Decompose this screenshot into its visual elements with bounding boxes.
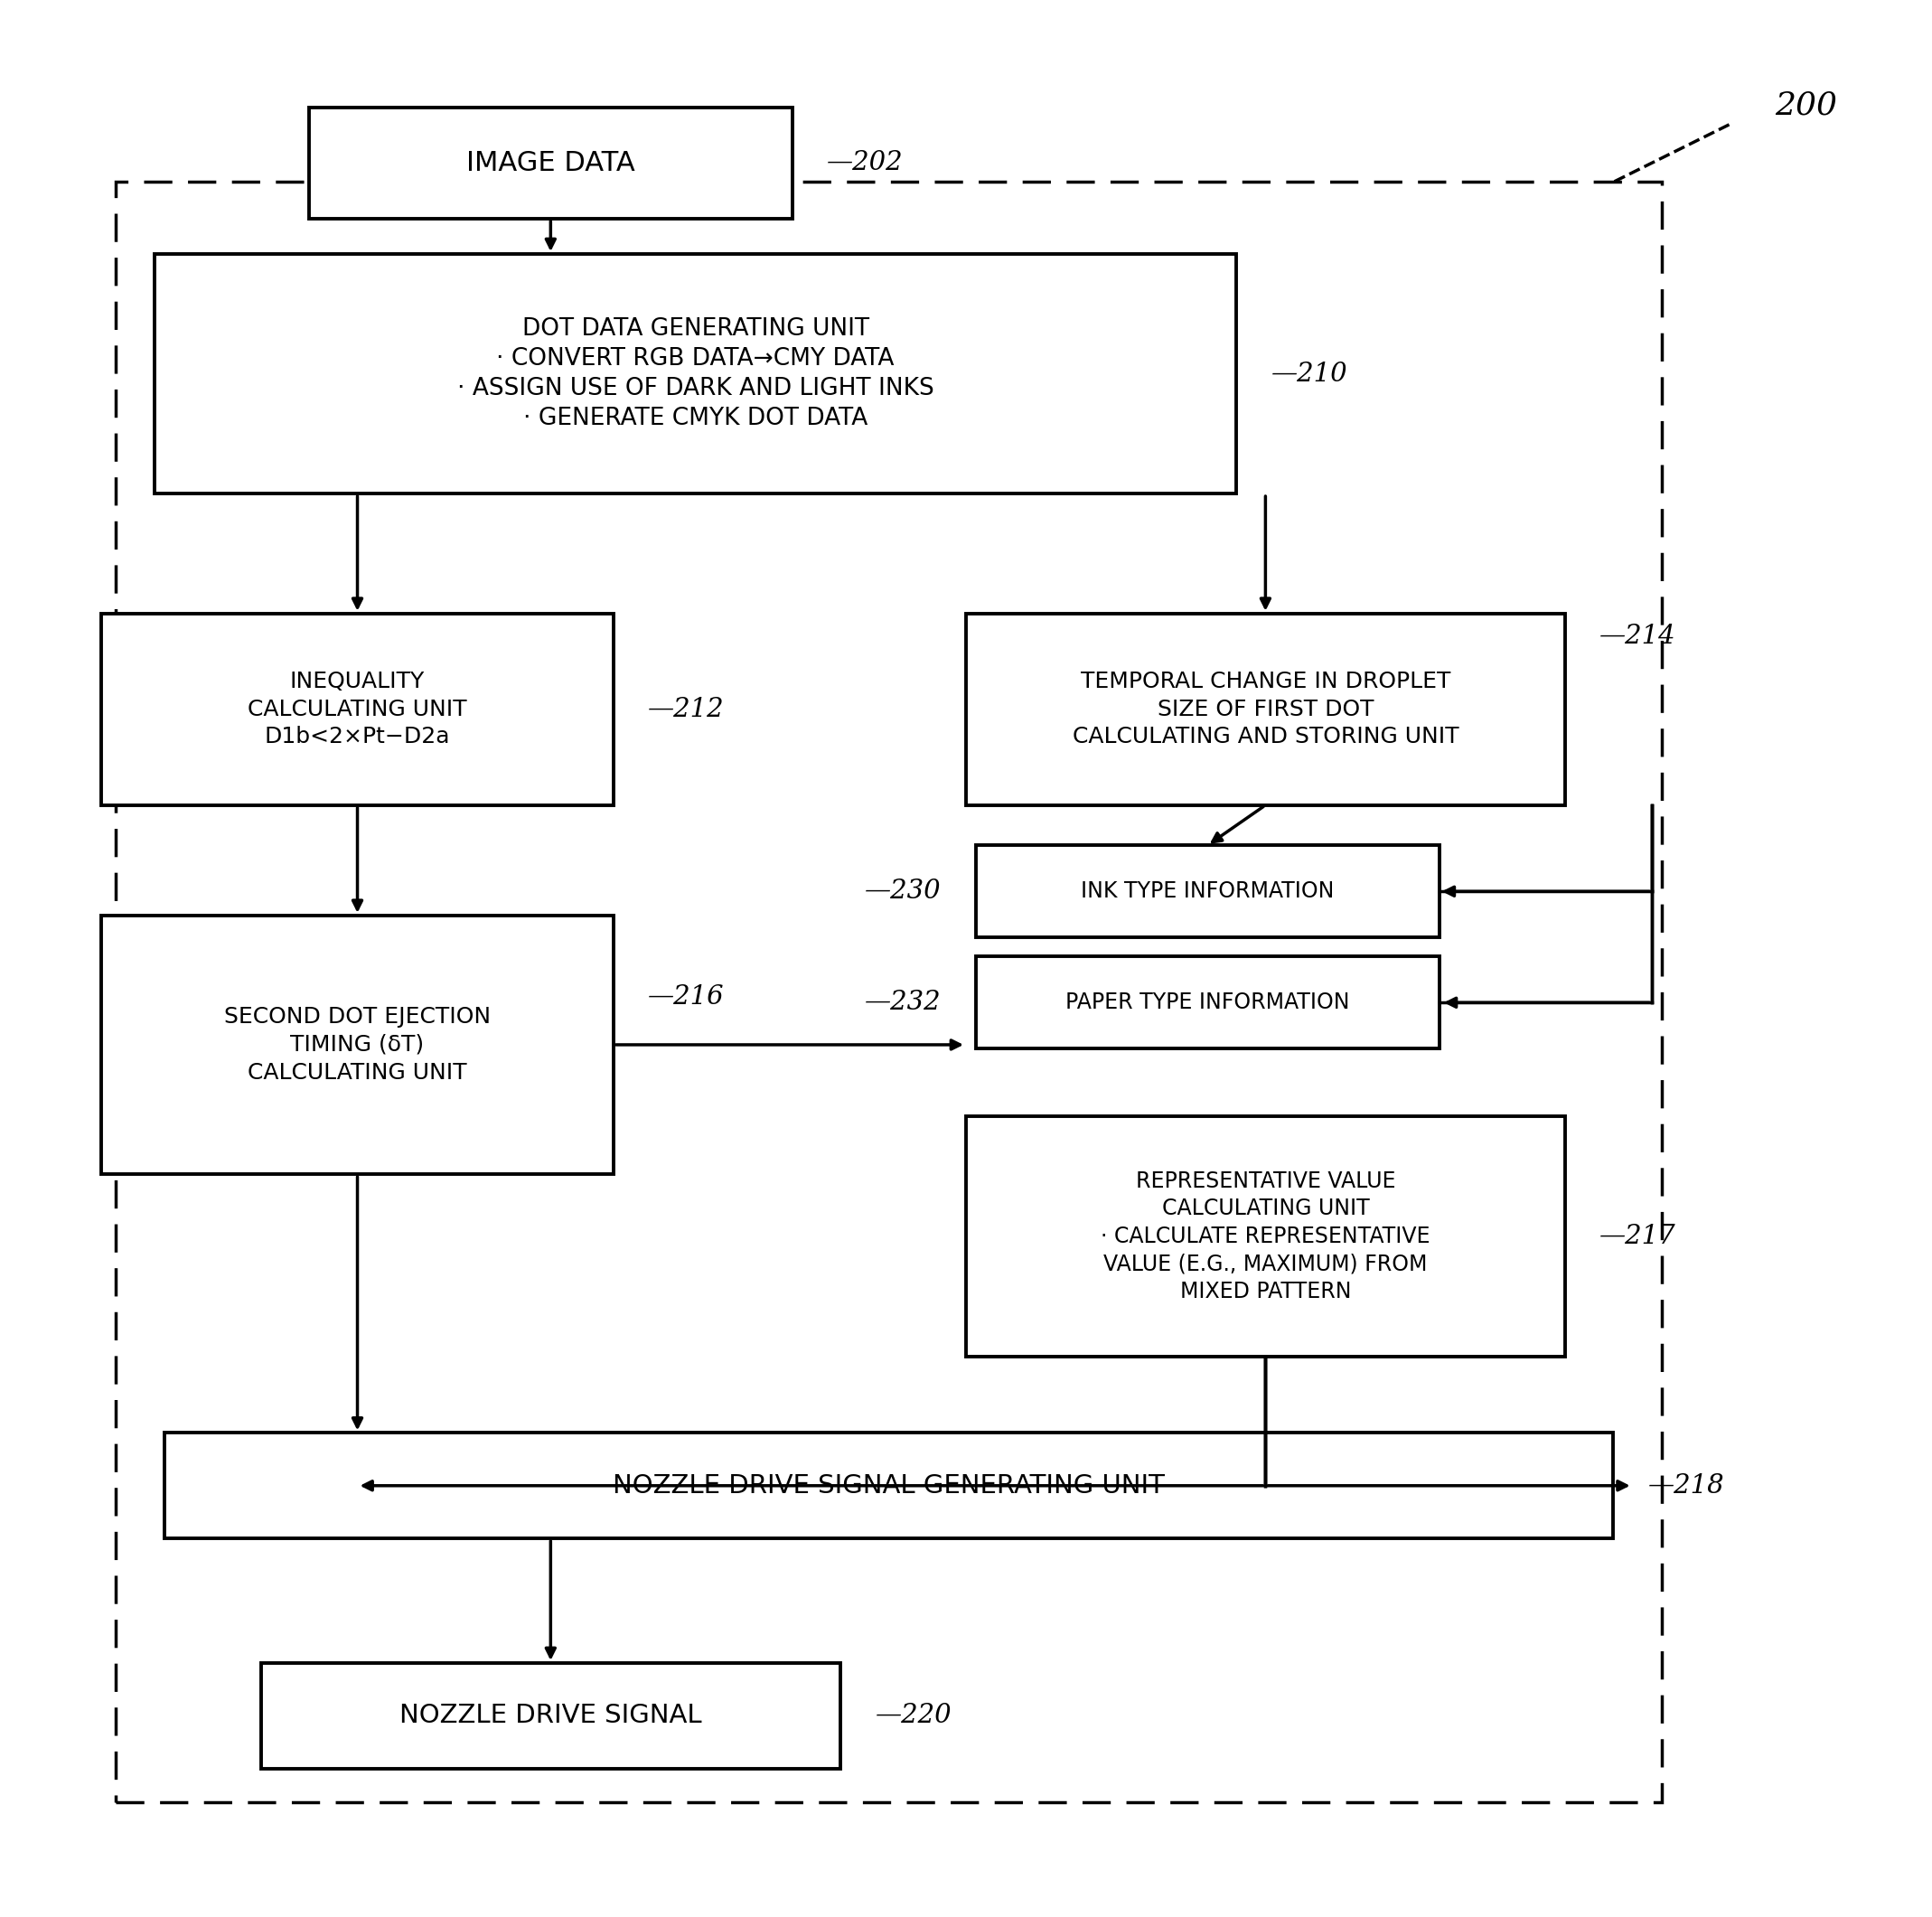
Text: —212: —212 xyxy=(649,696,724,723)
Text: —218: —218 xyxy=(1648,1472,1725,1499)
Text: —216: —216 xyxy=(649,983,724,1010)
Bar xyxy=(261,1662,840,1767)
Bar xyxy=(100,916,614,1173)
Bar xyxy=(116,182,1662,1802)
Bar xyxy=(155,253,1236,493)
Text: INK TYPE INFORMATION: INK TYPE INFORMATION xyxy=(1080,880,1335,903)
Text: INEQUALITY
CALCULATING UNIT
D1b<2×Pt−D2a: INEQUALITY CALCULATING UNIT D1b<2×Pt−D2a xyxy=(247,671,468,748)
Text: TEMPORAL CHANGE IN DROPLET
SIZE OF FIRST DOT
CALCULATING AND STORING UNIT: TEMPORAL CHANGE IN DROPLET SIZE OF FIRST… xyxy=(1072,671,1459,748)
Text: REPRESENTATIVE VALUE
CALCULATING UNIT
· CALCULATE REPRESENTATIVE
VALUE (E.G., MA: REPRESENTATIVE VALUE CALCULATING UNIT · … xyxy=(1101,1169,1430,1304)
Text: IMAGE DATA: IMAGE DATA xyxy=(466,150,636,176)
Bar xyxy=(966,613,1565,805)
Text: DOT DATA GENERATING UNIT
· CONVERT RGB DATA→CMY DATA
· ASSIGN USE OF DARK AND LI: DOT DATA GENERATING UNIT · CONVERT RGB D… xyxy=(458,318,933,429)
Text: —232: —232 xyxy=(864,989,941,1016)
Text: NOZZLE DRIVE SIGNAL: NOZZLE DRIVE SIGNAL xyxy=(400,1702,701,1729)
Bar xyxy=(100,613,614,805)
Text: NOZZLE DRIVE SIGNAL GENERATING UNIT: NOZZLE DRIVE SIGNAL GENERATING UNIT xyxy=(612,1472,1165,1499)
Text: —220: —220 xyxy=(875,1702,952,1729)
Text: —202: —202 xyxy=(827,150,904,176)
Text: 200: 200 xyxy=(1776,90,1837,121)
Text: —210: —210 xyxy=(1271,360,1349,387)
Bar xyxy=(164,1434,1613,1537)
Bar xyxy=(966,1116,1565,1357)
Text: SECOND DOT EJECTION
TIMING (δT)
CALCULATING UNIT: SECOND DOT EJECTION TIMING (δT) CALCULAT… xyxy=(224,1006,491,1083)
Text: PAPER TYPE INFORMATION: PAPER TYPE INFORMATION xyxy=(1065,991,1350,1014)
Text: —217: —217 xyxy=(1600,1223,1677,1250)
Text: —214: —214 xyxy=(1600,623,1677,650)
Bar xyxy=(976,957,1439,1049)
Bar xyxy=(976,845,1439,937)
Text: —230: —230 xyxy=(864,878,941,905)
Bar xyxy=(309,107,792,219)
